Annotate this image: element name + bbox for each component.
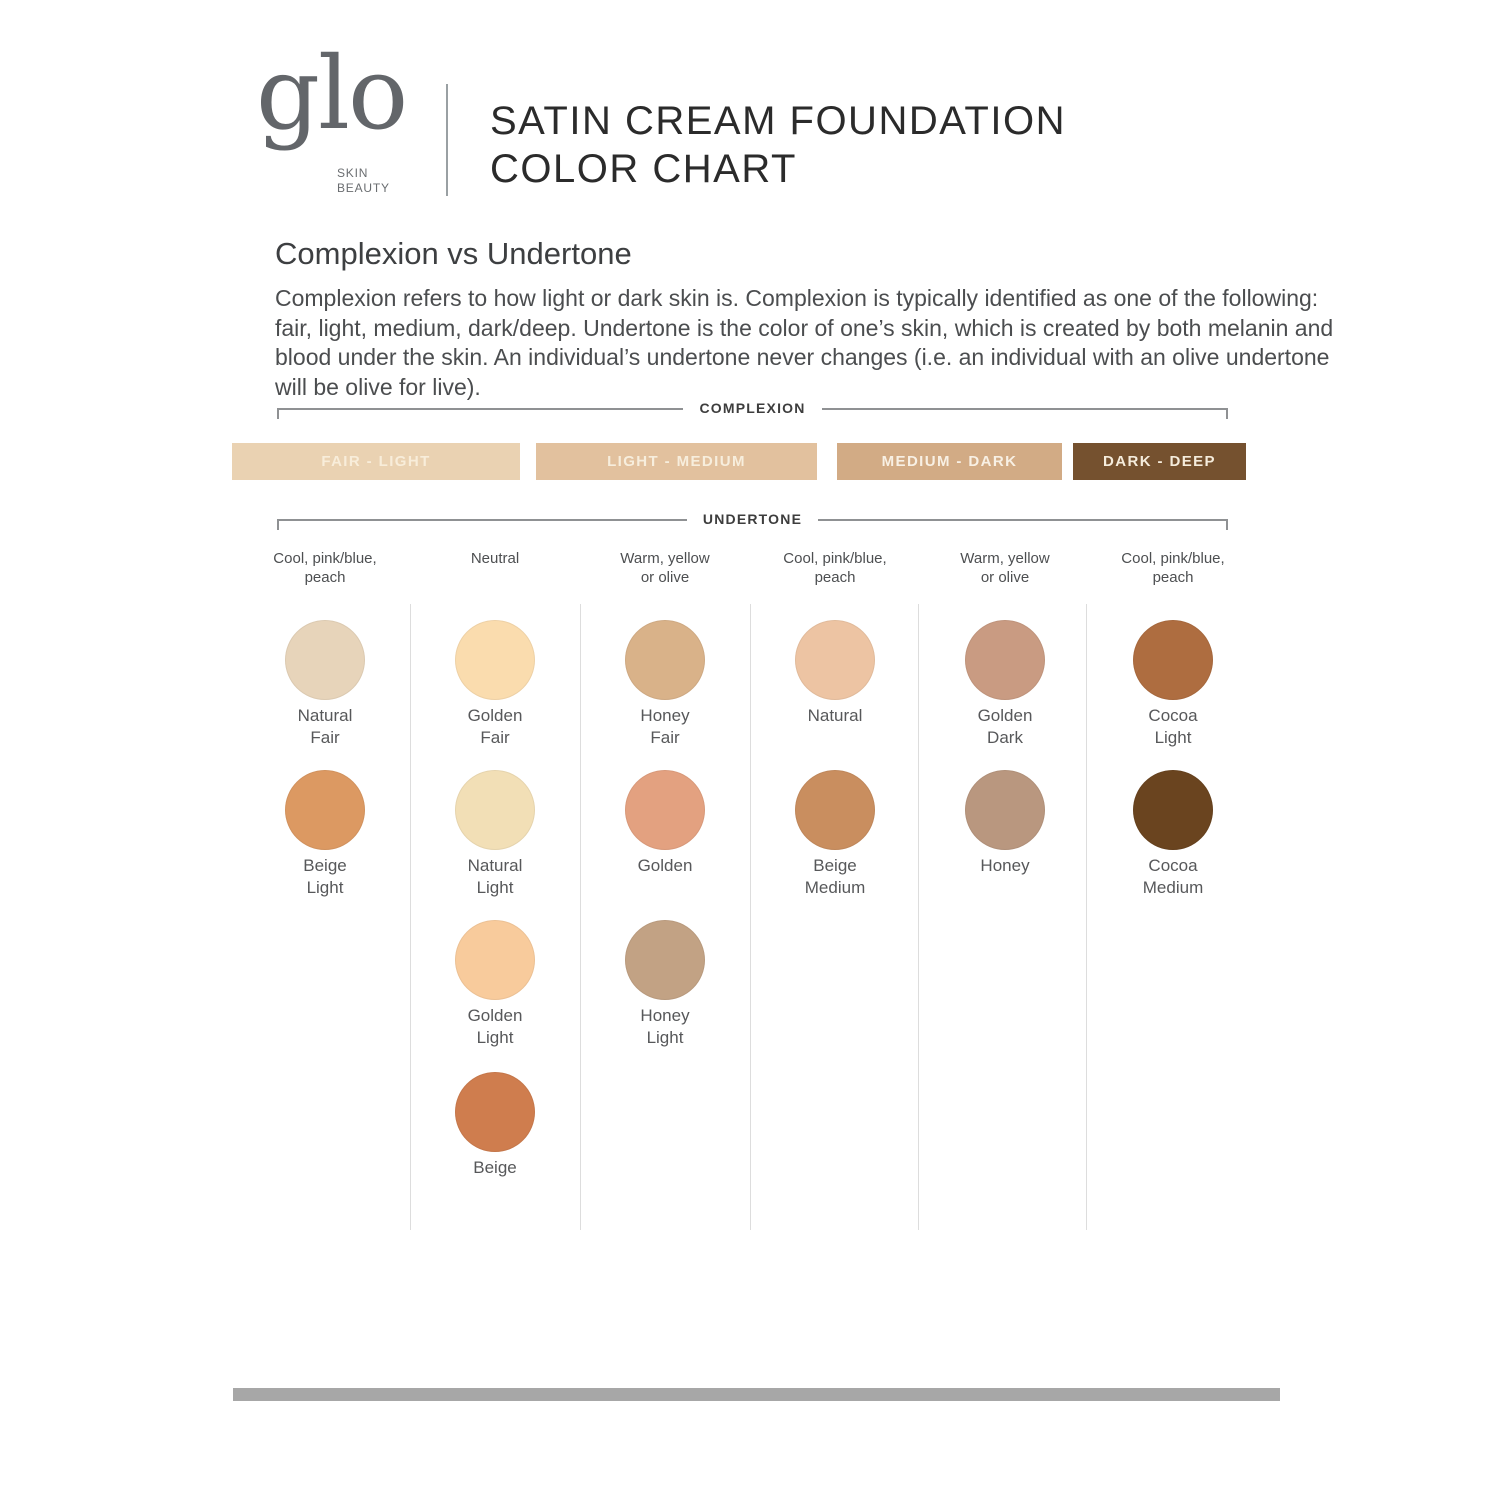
- undertone-label-col2: Neutral: [470, 550, 520, 567]
- complexion-bar-light-medium: LIGHT - MEDIUM: [536, 443, 817, 480]
- complexion-bar-medium-dark: MEDIUM - DARK: [837, 443, 1062, 480]
- swatch-circle: [625, 620, 705, 700]
- swatch-label: Golden Light: [467, 1006, 523, 1047]
- swatch-circle: [625, 920, 705, 1000]
- swatch-label: Honey Fair: [640, 706, 690, 747]
- complexion-bar-label: LIGHT - MEDIUM: [607, 453, 746, 470]
- swatch-circle: [285, 620, 365, 700]
- complexion-bracket: COMPLEXION: [277, 400, 1228, 419]
- swatch-label: Natural Light: [467, 856, 523, 897]
- section-heading: Complexion vs Undertone: [275, 236, 632, 271]
- bracket-line: [279, 519, 687, 521]
- swatch-beige: Beige: [420, 1072, 570, 1179]
- undertone-label-col1: Cool, pink/blue, peach: [273, 550, 377, 586]
- bracket-tick-left: [277, 519, 279, 530]
- swatch-circle: [795, 620, 875, 700]
- swatch-label: Cocoa Medium: [1142, 856, 1204, 897]
- footer-divider-bar: [233, 1388, 1280, 1401]
- complexion-bar-label: DARK - DEEP: [1103, 453, 1216, 470]
- swatch-circle: [455, 920, 535, 1000]
- swatch-label: Golden Dark: [977, 706, 1033, 747]
- swatch-circle: [965, 620, 1045, 700]
- complexion-bar-fair-light: FAIR - LIGHT: [232, 443, 520, 480]
- undertone-label-col6: Cool, pink/blue, peach: [1121, 550, 1225, 586]
- bracket-tick-right: [1226, 408, 1228, 419]
- complexion-bar-label: MEDIUM - DARK: [881, 453, 1018, 470]
- complexion-bar-dark-deep: DARK - DEEP: [1073, 443, 1246, 480]
- swatch-beige-light: Beige Light: [250, 770, 400, 899]
- bracket-line: [821, 408, 1226, 410]
- swatch-circle: [965, 770, 1045, 850]
- undertone-bracket-label: UNDERTONE: [702, 511, 803, 527]
- swatch-label: Cocoa Light: [1148, 706, 1198, 747]
- swatch-honey-fair: Honey Fair: [590, 620, 740, 749]
- undertone-bracket: UNDERTONE: [277, 511, 1228, 530]
- complexion-bracket-label: COMPLEXION: [699, 400, 806, 416]
- bracket-line: [818, 519, 1226, 521]
- swatch-label: Golden Fair: [467, 706, 523, 747]
- swatch-golden-dark: Golden Dark: [930, 620, 1080, 749]
- swatch-label: Honey: [980, 856, 1030, 875]
- swatch-golden-light: Golden Light: [420, 920, 570, 1049]
- swatch-circle: [455, 620, 535, 700]
- swatch-natural-light: Natural Light: [420, 770, 570, 899]
- header-divider: [446, 84, 448, 196]
- undertone-label-col3: Warm, yellow or olive: [620, 550, 710, 586]
- swatch-label: Natural: [807, 706, 863, 725]
- swatch-circle: [455, 770, 535, 850]
- swatch-cocoa-light: Cocoa Light: [1098, 620, 1248, 749]
- glo-logo-subtext: SKIN BEAUTY: [337, 166, 390, 195]
- swatch-circle: [455, 1072, 535, 1152]
- swatch-cocoa-medium: Cocoa Medium: [1098, 770, 1248, 899]
- swatch-golden: Golden: [590, 770, 740, 877]
- swatch-honey-light: Honey Light: [590, 920, 740, 1049]
- undertone-label-col5: Warm, yellow or olive: [960, 550, 1050, 586]
- swatch-label: Honey Light: [640, 1006, 690, 1047]
- swatch-label: Beige Light: [303, 856, 347, 897]
- swatch-circle: [1133, 620, 1213, 700]
- column-divider: [750, 604, 751, 1230]
- swatch-circle: [795, 770, 875, 850]
- swatch-label: Natural Fair: [297, 706, 353, 747]
- bracket-tick-right: [1226, 519, 1228, 530]
- section-paragraph: Complexion refers to how light or dark s…: [275, 285, 1334, 400]
- column-divider: [1086, 604, 1087, 1230]
- swatch-circle: [285, 770, 365, 850]
- swatch-circle: [625, 770, 705, 850]
- complexion-bar-label: FAIR - LIGHT: [321, 453, 431, 470]
- swatch-natural: Natural: [760, 620, 910, 727]
- column-divider: [410, 604, 411, 1230]
- swatch-label: Beige Medium: [804, 856, 866, 897]
- swatch-natural-fair: Natural Fair: [250, 620, 400, 749]
- swatch-golden-fair: Golden Fair: [420, 620, 570, 749]
- column-divider: [580, 604, 581, 1230]
- swatch-label: Golden: [637, 856, 693, 875]
- glo-logo: glo: [256, 35, 408, 152]
- bracket-line: [279, 408, 684, 410]
- swatch-label: Beige: [473, 1158, 517, 1177]
- bracket-tick-left: [277, 408, 279, 419]
- column-divider: [918, 604, 919, 1230]
- swatch-beige-medium: Beige Medium: [760, 770, 910, 899]
- swatch-circle: [1133, 770, 1213, 850]
- swatch-honey: Honey: [930, 770, 1080, 877]
- page-title: SATIN CREAM FOUNDATION COLOR CHART: [490, 99, 1066, 191]
- undertone-label-col4: Cool, pink/blue, peach: [783, 550, 887, 586]
